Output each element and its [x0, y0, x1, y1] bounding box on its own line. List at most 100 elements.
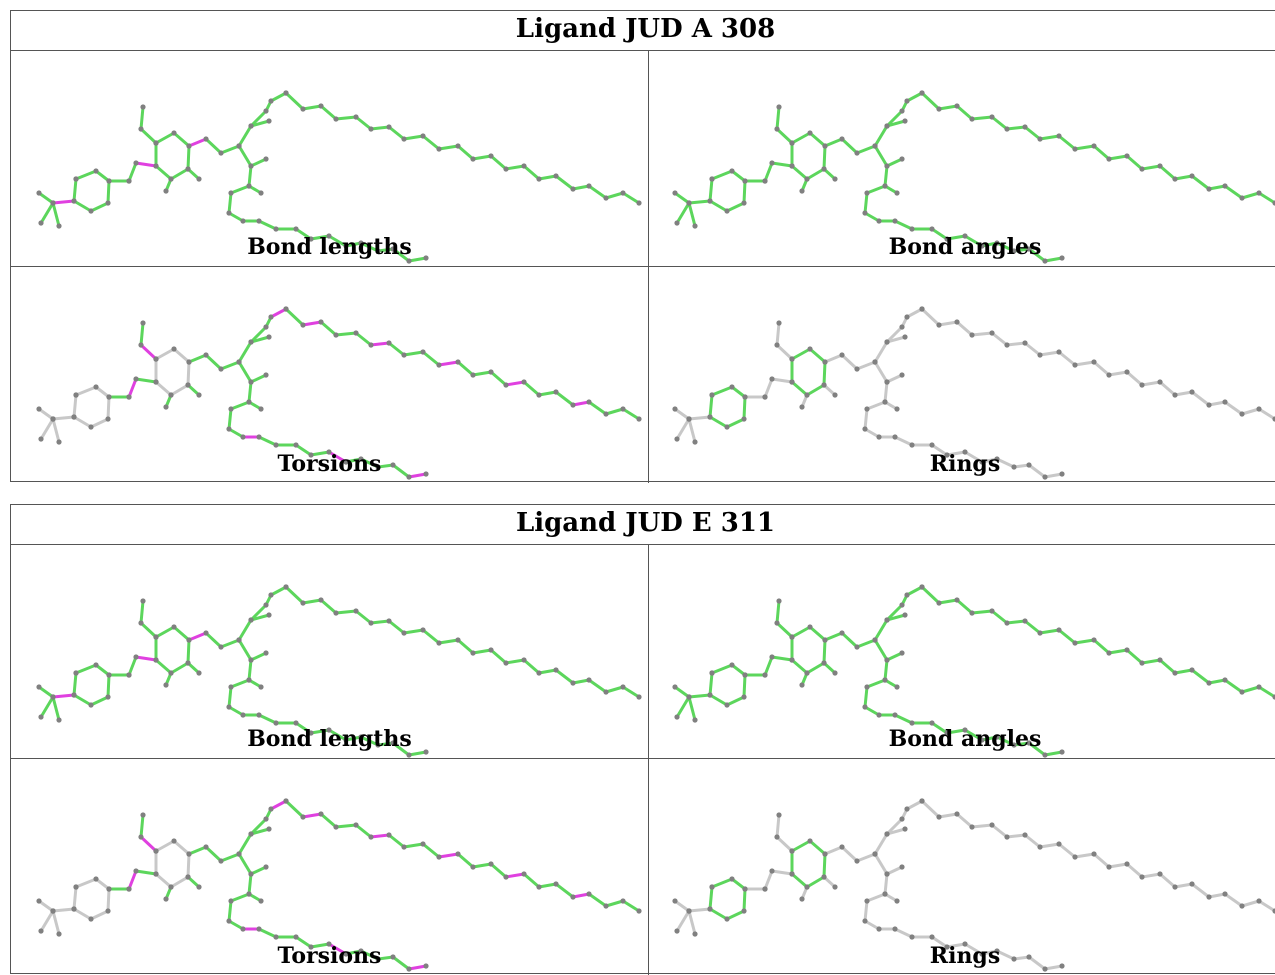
- bond: [873, 144, 889, 168]
- atom: [1222, 183, 1228, 189]
- atom: [979, 951, 985, 957]
- atom: [884, 123, 890, 129]
- atom: [936, 322, 942, 328]
- bond: [72, 671, 78, 697]
- bond: [89, 695, 110, 707]
- atom: [386, 340, 392, 346]
- atom: [862, 918, 868, 924]
- atom: [894, 406, 900, 412]
- atom: [218, 366, 224, 372]
- bond: [237, 144, 253, 168]
- bond: [249, 651, 268, 662]
- atom: [1059, 963, 1065, 969]
- bond: [227, 211, 245, 223]
- atom: [353, 330, 359, 336]
- atom: [153, 657, 159, 663]
- bond: [893, 713, 914, 725]
- atom: [1011, 956, 1017, 962]
- bond: [554, 882, 575, 899]
- atom: [904, 314, 910, 320]
- atom: [1072, 362, 1078, 368]
- bond: [421, 134, 441, 151]
- atom: [185, 660, 191, 666]
- atom: [979, 243, 985, 249]
- atom: [153, 140, 159, 146]
- bond: [554, 174, 575, 191]
- bond: [139, 321, 145, 347]
- atom: [862, 704, 868, 710]
- bond: [74, 385, 98, 397]
- bond: [172, 839, 191, 856]
- atom: [969, 824, 975, 830]
- bond: [840, 353, 859, 371]
- bond: [421, 350, 441, 367]
- atom: [603, 903, 609, 909]
- panel-caption: Bond lengths: [247, 234, 412, 260]
- atom: [1124, 369, 1130, 375]
- atom: [375, 742, 381, 748]
- bond: [963, 450, 984, 464]
- atom: [300, 106, 306, 112]
- atom: [186, 359, 192, 365]
- bond: [790, 839, 812, 853]
- atom: [929, 442, 935, 448]
- atom: [904, 592, 910, 598]
- atom: [994, 734, 1000, 740]
- bond: [359, 457, 380, 469]
- atom: [258, 684, 264, 690]
- atom: [989, 330, 995, 336]
- bond: [301, 812, 323, 819]
- bond: [522, 380, 541, 397]
- atom: [776, 598, 782, 604]
- atom: [876, 218, 882, 224]
- atom: [882, 183, 888, 189]
- bond: [1190, 390, 1211, 407]
- atom: [899, 864, 905, 870]
- atom: [73, 392, 79, 398]
- atom: [88, 702, 94, 708]
- bond: [407, 256, 428, 263]
- bond: [359, 735, 380, 747]
- bond: [955, 812, 974, 829]
- bond: [863, 705, 881, 717]
- atom: [586, 183, 592, 189]
- atom: [256, 712, 262, 718]
- bond: [742, 673, 747, 699]
- atom: [353, 822, 359, 828]
- bond: [359, 949, 380, 961]
- atom: [741, 694, 747, 700]
- bond: [1257, 899, 1275, 913]
- bond: [930, 227, 949, 241]
- atom: [1256, 684, 1262, 690]
- atom: [386, 618, 392, 624]
- atom-group: [36, 584, 642, 758]
- bond: [51, 417, 61, 444]
- panel-caption: Bond lengths: [247, 726, 412, 752]
- bond: [1023, 125, 1042, 141]
- bond: [227, 685, 233, 709]
- bond: [775, 599, 781, 625]
- bond: [249, 865, 268, 876]
- bond: [885, 613, 907, 622]
- bond: [855, 852, 877, 863]
- bond: [1043, 964, 1064, 971]
- bond: [456, 852, 475, 869]
- bond: [883, 164, 889, 188]
- atom: [1011, 248, 1017, 254]
- bond: [51, 199, 76, 205]
- panel-rings: Rings: [649, 759, 1275, 975]
- atom: [138, 620, 144, 626]
- bond: [823, 845, 844, 856]
- bond: [37, 685, 55, 699]
- atom: [368, 620, 374, 626]
- bond: [587, 678, 608, 694]
- atom: [884, 831, 890, 837]
- bond: [1073, 144, 1096, 151]
- atom: [390, 246, 396, 252]
- bond: [730, 169, 747, 183]
- bond: [437, 144, 460, 151]
- atom: [672, 898, 678, 904]
- atom: [774, 126, 780, 132]
- atom: [293, 442, 299, 448]
- bond: [571, 184, 591, 191]
